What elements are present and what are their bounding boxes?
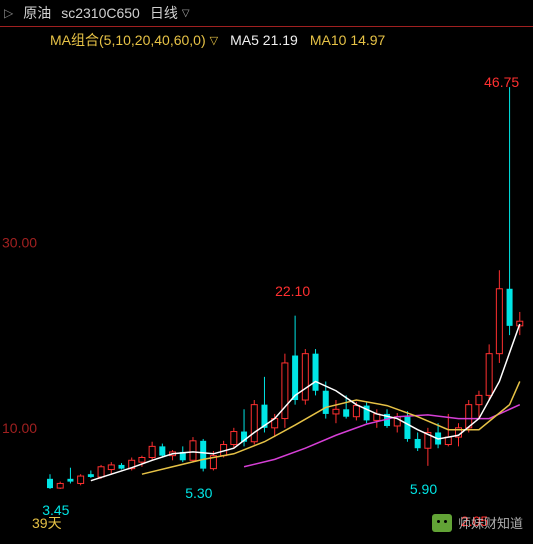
ma5-label: MA5 <box>230 32 259 48</box>
ma10-label: MA10 <box>310 32 347 48</box>
watermark: 师妹财知道 <box>432 513 523 532</box>
ma-legend: MA组合(5,10,20,40,60,0) ▽ MA5 21.19 MA10 1… <box>50 30 529 50</box>
chart-header: ▷ 原油 sc2310C650 日线 ▽ <box>0 0 533 27</box>
period-selector[interactable]: 日线 ▽ <box>150 3 190 23</box>
svg-text:10.00: 10.00 <box>2 420 37 436</box>
nav-arrow-icon[interactable]: ▷ <box>4 6 13 20</box>
period-label: 日线 <box>150 3 178 23</box>
chevron-down-icon: ▽ <box>182 8 190 19</box>
chevron-down-icon: ▽ <box>210 34 218 47</box>
watermark-text: 师妹财知道 <box>458 513 523 532</box>
ma10-value: 14.97 <box>350 32 385 48</box>
instrument-code: sc2310C650 <box>61 5 140 21</box>
chart-window: ▷ 原油 sc2310C650 日线 ▽ MA组合(5,10,20,40,60,… <box>0 0 533 544</box>
ma-combo-label: MA组合(5,10,20,40,60,0) <box>50 30 206 50</box>
svg-text:30.00: 30.00 <box>2 234 37 250</box>
ma5-value: 21.19 <box>263 32 298 48</box>
ma5-readout: MA5 21.19 <box>230 32 298 48</box>
instrument-name: 原油 <box>23 3 51 23</box>
ma-combo[interactable]: MA组合(5,10,20,40,60,0) ▽ <box>50 30 218 50</box>
candlestick-chart[interactable]: 10.00 30.00 <box>0 52 533 522</box>
wechat-icon <box>432 514 452 532</box>
ma10-readout: MA10 14.97 <box>310 32 386 48</box>
